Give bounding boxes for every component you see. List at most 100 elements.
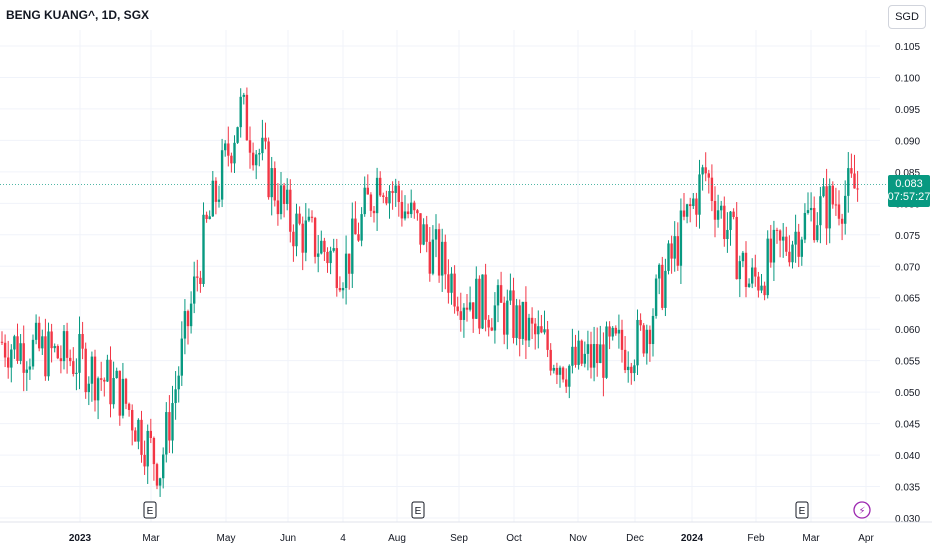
candle-body — [605, 326, 608, 378]
candle-body — [372, 210, 376, 214]
candle-body — [580, 340, 583, 364]
candle-body — [465, 307, 469, 310]
candle-body — [217, 199, 221, 202]
candle-body — [162, 454, 165, 479]
candle-body — [335, 248, 338, 289]
candle-body — [537, 326, 540, 335]
candle-body — [772, 229, 776, 263]
candle-body — [0, 341, 4, 343]
candle-body — [571, 346, 574, 366]
candle-body — [251, 152, 255, 166]
candle-body — [391, 191, 394, 193]
candle-body — [791, 244, 794, 263]
candle-body — [47, 331, 50, 377]
candle-body — [763, 285, 766, 296]
candle-body — [617, 329, 621, 334]
candle-body — [450, 273, 453, 293]
y-tick-label: 0.075 — [895, 231, 920, 242]
candle-body — [165, 412, 168, 455]
y-tick-label: 0.105 — [895, 42, 920, 53]
y-tick-label: 0.050 — [895, 388, 920, 399]
candle-body — [183, 311, 187, 339]
candle-body — [304, 220, 307, 253]
candle-body — [530, 317, 534, 324]
candle-body — [639, 319, 642, 326]
candle-body — [332, 248, 335, 251]
candle-body — [695, 198, 698, 215]
candle-body — [453, 273, 456, 307]
candle-body — [87, 383, 90, 393]
marker-label: E — [147, 506, 154, 517]
candle-body — [267, 141, 270, 198]
marker-label: E — [799, 506, 806, 517]
candle-body — [121, 378, 125, 416]
candle-body — [819, 196, 822, 226]
candle-body — [53, 346, 56, 349]
candle-body — [242, 94, 245, 97]
candle-body — [828, 185, 831, 229]
candle-body — [16, 336, 19, 361]
candle-body — [673, 236, 676, 259]
candle-body — [431, 239, 435, 274]
x-tick-label: 2024 — [681, 533, 704, 544]
candle-body — [41, 336, 44, 349]
candle-body — [487, 319, 490, 328]
candle-body — [549, 349, 552, 371]
candle-body — [416, 210, 419, 214]
candle-body — [143, 454, 146, 467]
y-tick-label: 0.070 — [895, 262, 920, 273]
candle-body — [34, 322, 38, 340]
candle-body — [422, 224, 425, 245]
candle-body — [428, 241, 431, 274]
candle-body — [10, 349, 13, 368]
candle-body — [258, 153, 261, 155]
candle-body — [589, 344, 593, 368]
last-price-tag: 0.083 07:57:27 — [888, 175, 930, 207]
candle-body — [679, 210, 683, 266]
candle-body — [227, 143, 230, 156]
candle-body — [44, 336, 47, 377]
candle-body — [685, 204, 689, 217]
candle-body — [189, 303, 193, 327]
candle-body — [369, 194, 373, 211]
event-marker — [853, 501, 871, 519]
candle-body — [444, 241, 447, 275]
candle-body — [509, 290, 512, 301]
candle-body — [437, 229, 441, 276]
candle-body — [239, 96, 242, 128]
candle-body — [196, 276, 199, 278]
candle-body — [385, 196, 388, 204]
candle-body — [512, 290, 515, 338]
candle-body — [527, 317, 531, 341]
candle-body — [614, 327, 617, 334]
candle-body — [248, 140, 252, 153]
candle-body — [825, 186, 828, 229]
candle-body — [757, 276, 760, 291]
candle-body — [716, 210, 720, 220]
candle-body — [149, 430, 152, 438]
candle-body — [664, 270, 667, 308]
candle-body — [704, 167, 707, 174]
candle-body — [620, 329, 624, 350]
candle-body — [279, 185, 283, 215]
candle-body — [667, 243, 670, 271]
candle-body — [214, 180, 218, 202]
currency-button[interactable]: SGD — [888, 5, 926, 29]
candle-body — [850, 168, 853, 174]
candle-body — [608, 326, 611, 337]
candle-body — [3, 342, 7, 358]
candle-body — [50, 331, 53, 349]
candle-body — [447, 274, 450, 293]
candle-body — [636, 319, 639, 366]
last-price-value: 0.083 — [895, 178, 923, 190]
candle-body — [425, 224, 428, 242]
candle-body — [388, 191, 391, 204]
candle-body — [847, 168, 850, 196]
candle-body — [323, 240, 326, 252]
candle-body — [592, 344, 596, 368]
candle-body — [844, 195, 847, 224]
candle-body — [317, 253, 320, 257]
candle-body — [651, 315, 655, 345]
